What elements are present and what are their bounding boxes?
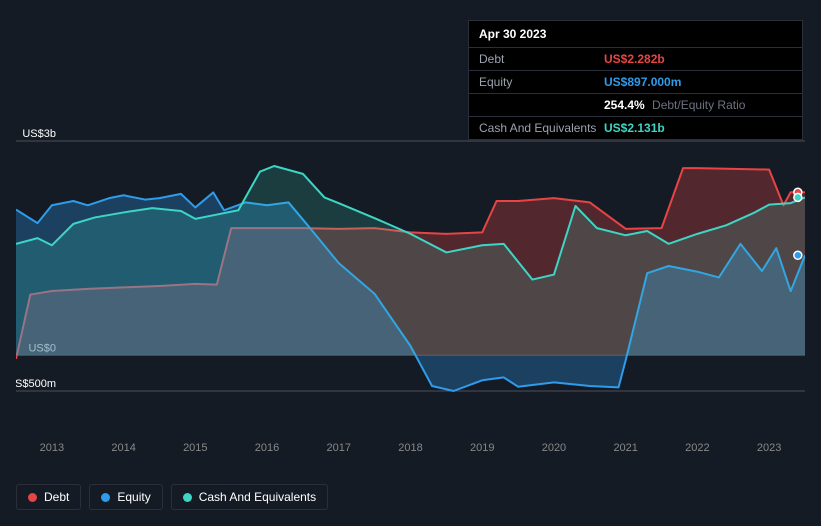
debt-equity-chart: US$3bUS$0-US$500m20132014201520162017201… (16, 125, 805, 465)
svg-text:2020: 2020 (542, 442, 566, 454)
svg-text:2016: 2016 (255, 442, 279, 454)
svg-text:2015: 2015 (183, 442, 207, 454)
tooltip-row: Cash And EquivalentsUS$2.131b (469, 117, 802, 139)
svg-text:2013: 2013 (40, 442, 64, 454)
legend-item-debt[interactable]: Debt (16, 484, 81, 510)
svg-text:2019: 2019 (470, 442, 494, 454)
tooltip-row-label: Cash And Equivalents (479, 121, 604, 135)
tooltip-row-label: Debt (479, 52, 604, 66)
tooltip-row-value: US$2.131b (604, 121, 665, 135)
legend-label: Cash And Equivalents (199, 490, 316, 504)
legend: Debt Equity Cash And Equivalents (16, 484, 328, 510)
tooltip-row-value: US$897.000m (604, 75, 681, 89)
tooltip-row: EquityUS$897.000m (469, 71, 802, 94)
tooltip-row: 254.4% Debt/Equity Ratio (469, 94, 802, 117)
svg-text:2021: 2021 (613, 442, 637, 454)
svg-text:-US$500m: -US$500m (16, 378, 56, 390)
legend-label: Equity (117, 490, 150, 504)
legend-dot-icon (28, 493, 37, 502)
legend-item-cash-and-equivalents[interactable]: Cash And Equivalents (171, 484, 328, 510)
tooltip-row-value: US$2.282b (604, 52, 665, 66)
legend-dot-icon (183, 493, 192, 502)
tooltip-row-label: Equity (479, 75, 604, 89)
svg-text:2014: 2014 (111, 442, 135, 454)
tooltip-row-value: 254.4% Debt/Equity Ratio (604, 98, 745, 112)
svg-text:2018: 2018 (398, 442, 422, 454)
tooltip: Apr 30 2023 DebtUS$2.282bEquityUS$897.00… (468, 20, 803, 140)
legend-item-equity[interactable]: Equity (89, 484, 162, 510)
legend-dot-icon (101, 493, 110, 502)
tooltip-date: Apr 30 2023 (469, 21, 802, 48)
tooltip-row: DebtUS$2.282b (469, 48, 802, 71)
svg-text:US$3b: US$3b (22, 128, 56, 140)
tooltip-row-label (479, 98, 604, 112)
svg-text:2017: 2017 (327, 442, 351, 454)
legend-label: Debt (44, 490, 69, 504)
svg-text:2022: 2022 (685, 442, 709, 454)
svg-text:2023: 2023 (757, 442, 781, 454)
